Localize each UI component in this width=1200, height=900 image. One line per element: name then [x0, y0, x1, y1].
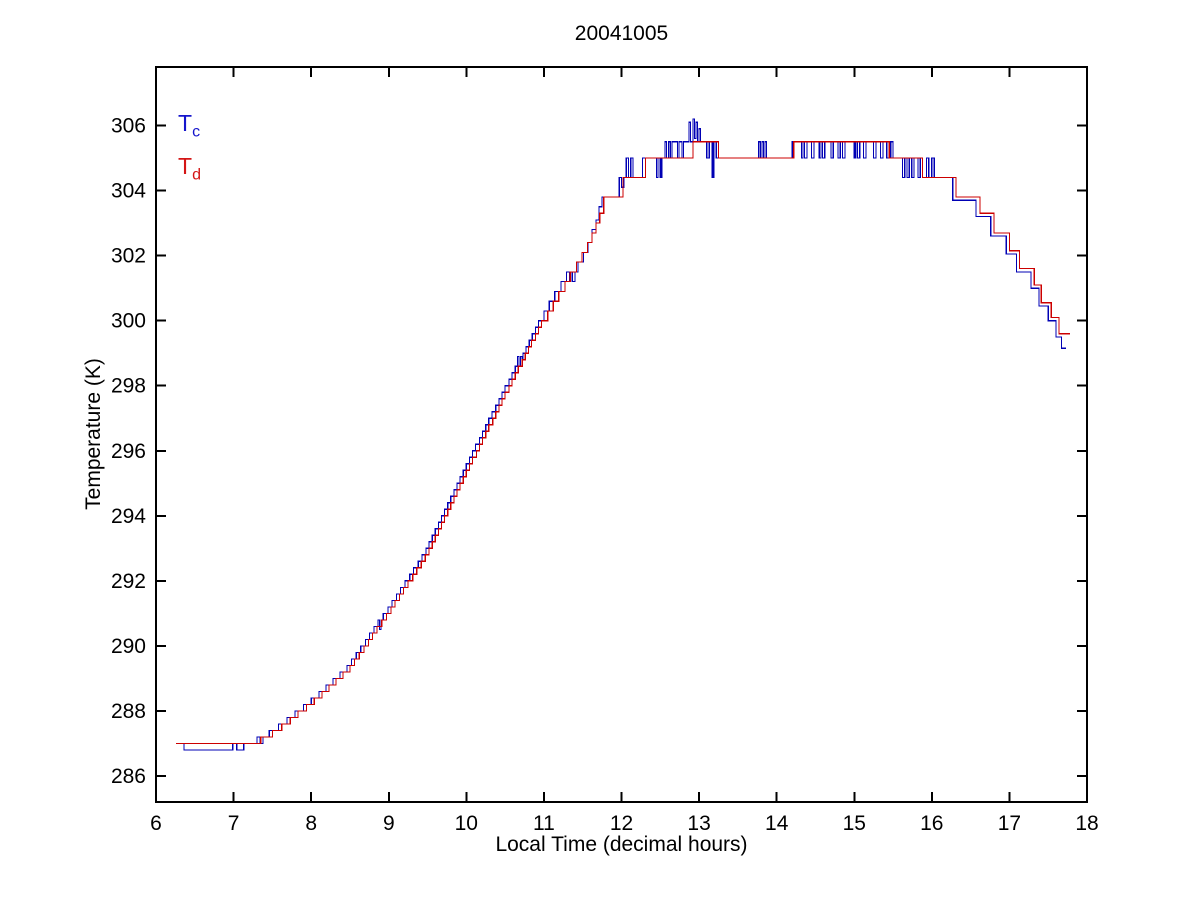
legend-tc-label: T [178, 110, 193, 136]
x-tick-label: 10 [455, 812, 478, 835]
x-tick-label: 8 [305, 812, 317, 835]
legend-td-subscript: d [192, 166, 201, 184]
legend-tc-subscript: c [192, 123, 201, 141]
y-tick-label: 300 [111, 310, 146, 333]
y-axis-label: Temperature (K) [82, 358, 105, 510]
x-axis-label: Local Time (decimal hours) [495, 833, 748, 856]
y-tick-label: 294 [111, 505, 146, 528]
x-tick-label: 12 [610, 812, 633, 835]
series-Td [176, 141, 1070, 745]
x-tick-label: 16 [920, 812, 943, 835]
y-tick-label: 290 [111, 635, 146, 658]
y-tick-label: 306 [111, 115, 146, 138]
x-tick-label: 14 [765, 812, 789, 835]
legend-entry-td: Td [178, 155, 201, 184]
y-tick-label: 304 [111, 180, 146, 203]
x-tick-label: 7 [228, 812, 240, 835]
x-tick-label: 17 [998, 812, 1021, 835]
legend-entry-tc: Tc [178, 112, 200, 141]
x-tick-label: 6 [150, 812, 162, 835]
y-tick-label: 296 [111, 440, 146, 463]
y-tick-label: 288 [111, 700, 146, 723]
y-tick-label: 286 [111, 765, 146, 788]
y-tick-label: 292 [111, 570, 146, 593]
series-Tc [176, 118, 1067, 751]
x-tick-label: 9 [383, 812, 395, 835]
chart-title: 20041005 [574, 22, 669, 45]
y-tick-label: 298 [111, 375, 146, 398]
x-tick-label: 18 [1075, 812, 1098, 835]
x-tick-label: 13 [687, 812, 710, 835]
y-tick-label: 302 [111, 245, 146, 268]
x-tick-label: 15 [843, 812, 866, 835]
x-tick-label: 11 [533, 812, 555, 835]
legend-td-label: T [178, 153, 193, 179]
